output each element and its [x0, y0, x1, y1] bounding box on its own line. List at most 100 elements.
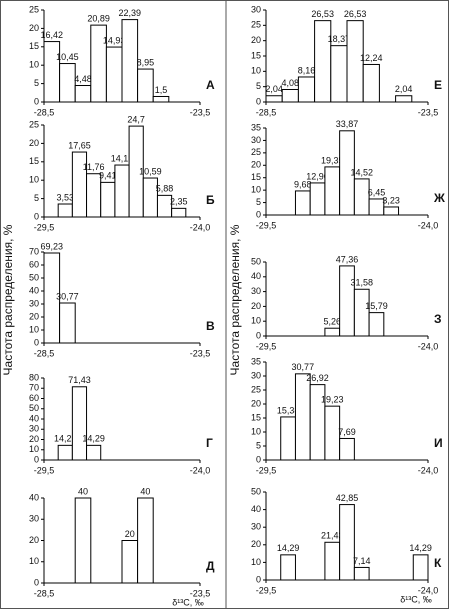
value-label: 69,23 — [41, 241, 64, 251]
y-tick-label: 15 — [251, 412, 261, 422]
value-label: 1,5 — [155, 85, 168, 95]
y-tick-label: 50 — [29, 272, 39, 282]
bar — [74, 85, 92, 103]
y-tick-label: 20 — [29, 138, 39, 148]
value-label: 26,92 — [306, 373, 329, 383]
y-tick-label: 20 — [251, 35, 261, 45]
bar — [395, 95, 413, 103]
bar — [156, 194, 173, 218]
bar — [59, 302, 76, 344]
value-label: 47,36 — [336, 254, 359, 264]
y-tick-label: 0 — [256, 574, 261, 584]
x-tick-label: -28,5 — [34, 588, 55, 598]
y-tick-label: 5 — [256, 81, 261, 91]
bar — [43, 41, 61, 103]
x-tick-label: -28,5 — [34, 107, 55, 117]
y-tick-label: 0 — [256, 454, 261, 464]
y-tick-label: 5 — [256, 440, 261, 450]
value-label: 20,89 — [87, 13, 110, 23]
bar — [330, 45, 348, 103]
value-label: 2,04 — [395, 84, 413, 94]
value-label: 30,77 — [56, 291, 79, 301]
value-label: 31,58 — [350, 278, 373, 288]
y-tick-label: 10 — [29, 175, 39, 185]
panel-letter: К — [434, 556, 442, 570]
x-tick-label: -29,5 — [34, 465, 55, 475]
value-label: 14,52 — [350, 167, 373, 177]
y-tick-label: 40 — [29, 285, 39, 295]
x-tick-label: -28,5 — [256, 107, 277, 117]
x-tick-label: -24,0 — [418, 465, 439, 475]
value-label: 15,38 — [277, 405, 300, 415]
value-label: 40 — [78, 486, 88, 496]
bar — [57, 203, 73, 218]
bar — [297, 76, 316, 103]
y-tick-label: 25 — [29, 4, 39, 14]
y-tick-label: 30 — [251, 370, 261, 380]
bar — [105, 46, 123, 103]
y-tick-label: 25 — [251, 147, 261, 157]
bar — [281, 88, 299, 103]
x-tick-label: -28,5 — [34, 348, 55, 358]
bar — [280, 554, 296, 581]
bar — [309, 182, 326, 216]
y-tick-label: 30 — [251, 135, 261, 145]
y-tick-label: 15 — [251, 50, 261, 60]
x-tick-label: -23,5 — [190, 348, 211, 358]
value-label: 17,65 — [68, 140, 91, 150]
x-tick-label: -23,5 — [190, 588, 211, 598]
bar — [339, 437, 355, 461]
y-tick-label: 0 — [256, 96, 261, 106]
y-tick-label: 40 — [29, 413, 39, 423]
y-tick-label: 50 — [29, 403, 39, 413]
bar — [43, 252, 61, 344]
value-label: 14,29 — [409, 543, 432, 553]
panel-letter: Е — [434, 78, 442, 92]
y-tick-label: 0 — [34, 211, 39, 221]
y-tick-label: 10 — [29, 556, 39, 566]
y-tick-label: 10 — [29, 444, 39, 454]
x-tick-label: -24,0 — [418, 585, 439, 595]
value-label: 10,59 — [139, 166, 162, 176]
value-label: 8,16 — [298, 65, 316, 75]
value-label: 3,23 — [382, 195, 400, 205]
value-label: 24,7 — [127, 114, 145, 124]
y-tick-label: 30 — [29, 424, 39, 434]
bar — [314, 20, 332, 103]
y-tick-label: 5 — [256, 197, 261, 207]
panel-letter: Б — [206, 193, 215, 207]
y-tick-label: 60 — [29, 259, 39, 269]
y-tick-label: 40 — [251, 271, 261, 281]
bar — [339, 265, 355, 337]
y-tick-label: 50 — [251, 486, 261, 496]
value-label: 16,42 — [41, 30, 64, 40]
y-tick-label: 30 — [251, 4, 261, 14]
bar — [74, 497, 92, 584]
y-tick-label: 10 — [251, 426, 261, 436]
x-axis-label: δ¹³C, ‰ — [172, 597, 204, 607]
value-label: 7,14 — [353, 556, 371, 566]
value-label: 19,35 — [321, 155, 344, 165]
y-tick-label: 10 — [251, 557, 261, 567]
y-tick-label: 0 — [34, 96, 39, 106]
value-label: 40 — [140, 486, 150, 496]
y-tick-label: 70 — [29, 383, 39, 393]
y-tick-label: 20 — [29, 23, 39, 33]
y-tick-label: 40 — [251, 504, 261, 514]
bar — [71, 386, 88, 461]
y-tick-label: 20 — [251, 160, 261, 170]
y-tick-label: 0 — [34, 454, 39, 464]
value-label: 6,45 — [368, 187, 386, 197]
y-tick-label: 10 — [251, 316, 261, 326]
bar — [121, 540, 139, 584]
panel-letter: Г — [206, 436, 213, 450]
bar — [294, 373, 311, 461]
value-label: 2,04 — [265, 84, 283, 94]
y-tick-label: 10 — [251, 66, 261, 76]
bar — [86, 444, 102, 461]
bar — [362, 63, 380, 103]
bar — [121, 19, 139, 103]
bar — [137, 68, 154, 103]
